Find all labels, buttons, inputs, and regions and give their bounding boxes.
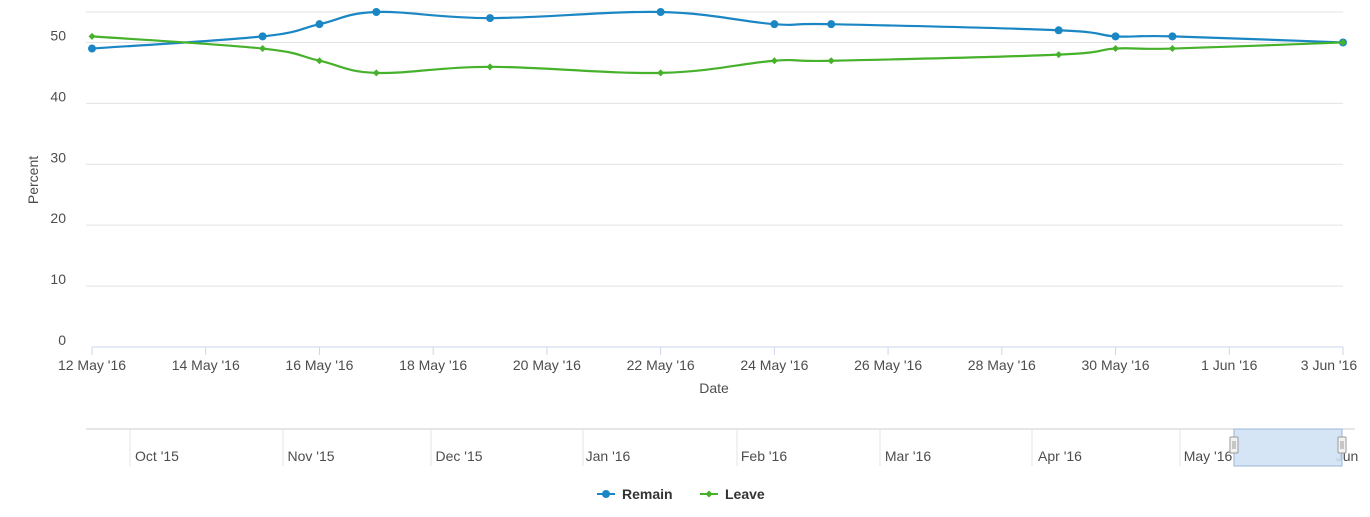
- leave-point[interactable]: [770, 57, 778, 65]
- remain-point[interactable]: [372, 8, 381, 16]
- legend-leave-label: Leave: [725, 486, 765, 502]
- remain-point[interactable]: [770, 20, 779, 29]
- y-tick-label: 30: [50, 149, 66, 165]
- x-tick-label: 24 May '16: [740, 357, 808, 373]
- leave-point[interactable]: [1339, 38, 1347, 46]
- navigator-selection[interactable]: [1233, 428, 1343, 467]
- legend-remain-label: Remain: [622, 486, 673, 502]
- grid-lines: [86, 11, 1343, 287]
- x-tick-label: 28 May '16: [968, 357, 1036, 373]
- y-axis-title: Percent: [25, 156, 41, 204]
- navigator-handle-left[interactable]: [1229, 436, 1239, 454]
- leave-point[interactable]: [372, 69, 380, 77]
- x-tick-label: 12 May '16: [58, 357, 126, 373]
- y-tick-label: 40: [50, 88, 66, 104]
- leave-point[interactable]: [88, 32, 96, 40]
- y-tick-label: 50: [50, 27, 66, 43]
- leave-point[interactable]: [827, 57, 835, 65]
- remain-point[interactable]: [1111, 32, 1120, 41]
- navigator[interactable]: Oct '15 Nov '15 Dec '15 Jan '16 Feb '16 Mar '…: [86, 428, 1358, 467]
- remain-point[interactable]: [1054, 26, 1063, 35]
- x-axis-title: Date: [699, 380, 729, 396]
- remain-point[interactable]: [315, 20, 324, 29]
- remain-line: [91, 10, 1344, 50]
- series-leave: [88, 32, 1347, 77]
- navigator-label: Oct '15: [135, 448, 179, 464]
- navigator-label: Mar '16: [885, 448, 931, 464]
- x-tick-label: 16 May '16: [285, 357, 353, 373]
- x-tick-label: 14 May '16: [172, 357, 240, 373]
- y-tick-label: 0: [58, 332, 66, 348]
- remain-point[interactable]: [258, 32, 267, 41]
- leave-line: [91, 35, 1344, 75]
- series-remain: [88, 8, 1347, 53]
- legend-remain-marker: [602, 490, 610, 498]
- y-tick-label: 20: [50, 210, 66, 226]
- navigator-label: May '16: [1184, 448, 1233, 464]
- x-tick-label: 30 May '16: [1082, 357, 1150, 373]
- leave-point[interactable]: [1168, 45, 1176, 53]
- x-axis: 12 May '16 14 May '16 16 May '16 18 May '16…: [58, 346, 1358, 373]
- x-tick-label: 1 Jun '16: [1201, 357, 1258, 373]
- legend-item-leave[interactable]: Leave: [700, 486, 765, 502]
- y-tick-label: 10: [50, 271, 66, 287]
- navigator-label: Feb '16: [741, 448, 787, 464]
- legend: Remain Leave: [597, 486, 765, 502]
- x-tick-label: 22 May '16: [627, 357, 695, 373]
- navigator-label: Nov '15: [287, 448, 334, 464]
- remain-point[interactable]: [827, 20, 836, 29]
- navigator-label: Jan '16: [586, 448, 631, 464]
- remain-point[interactable]: [486, 14, 495, 23]
- remain-point[interactable]: [1168, 32, 1177, 41]
- leave-point[interactable]: [315, 57, 323, 65]
- navigator-label: Dec '15: [435, 448, 482, 464]
- legend-leave-marker: [705, 490, 713, 498]
- leave-point[interactable]: [657, 69, 665, 77]
- x-tick-label: 18 May '16: [399, 357, 467, 373]
- plot-area: [88, 8, 1347, 77]
- remain-point[interactable]: [88, 44, 96, 53]
- x-tick-label: 20 May '16: [513, 357, 581, 373]
- legend-item-remain[interactable]: Remain: [597, 486, 673, 502]
- leave-point[interactable]: [1055, 51, 1063, 59]
- x-tick-label: 3 Jun '16: [1301, 357, 1358, 373]
- leave-point[interactable]: [486, 63, 494, 71]
- navigator-handle-right[interactable]: [1337, 436, 1347, 454]
- x-tick-label: 26 May '16: [854, 357, 922, 373]
- navigator-label: Apr '16: [1038, 448, 1082, 464]
- leave-point[interactable]: [1112, 45, 1120, 53]
- leave-point[interactable]: [259, 45, 267, 53]
- y-axis: 0 10 20 30 40 50: [50, 27, 66, 348]
- remain-point[interactable]: [656, 8, 665, 16]
